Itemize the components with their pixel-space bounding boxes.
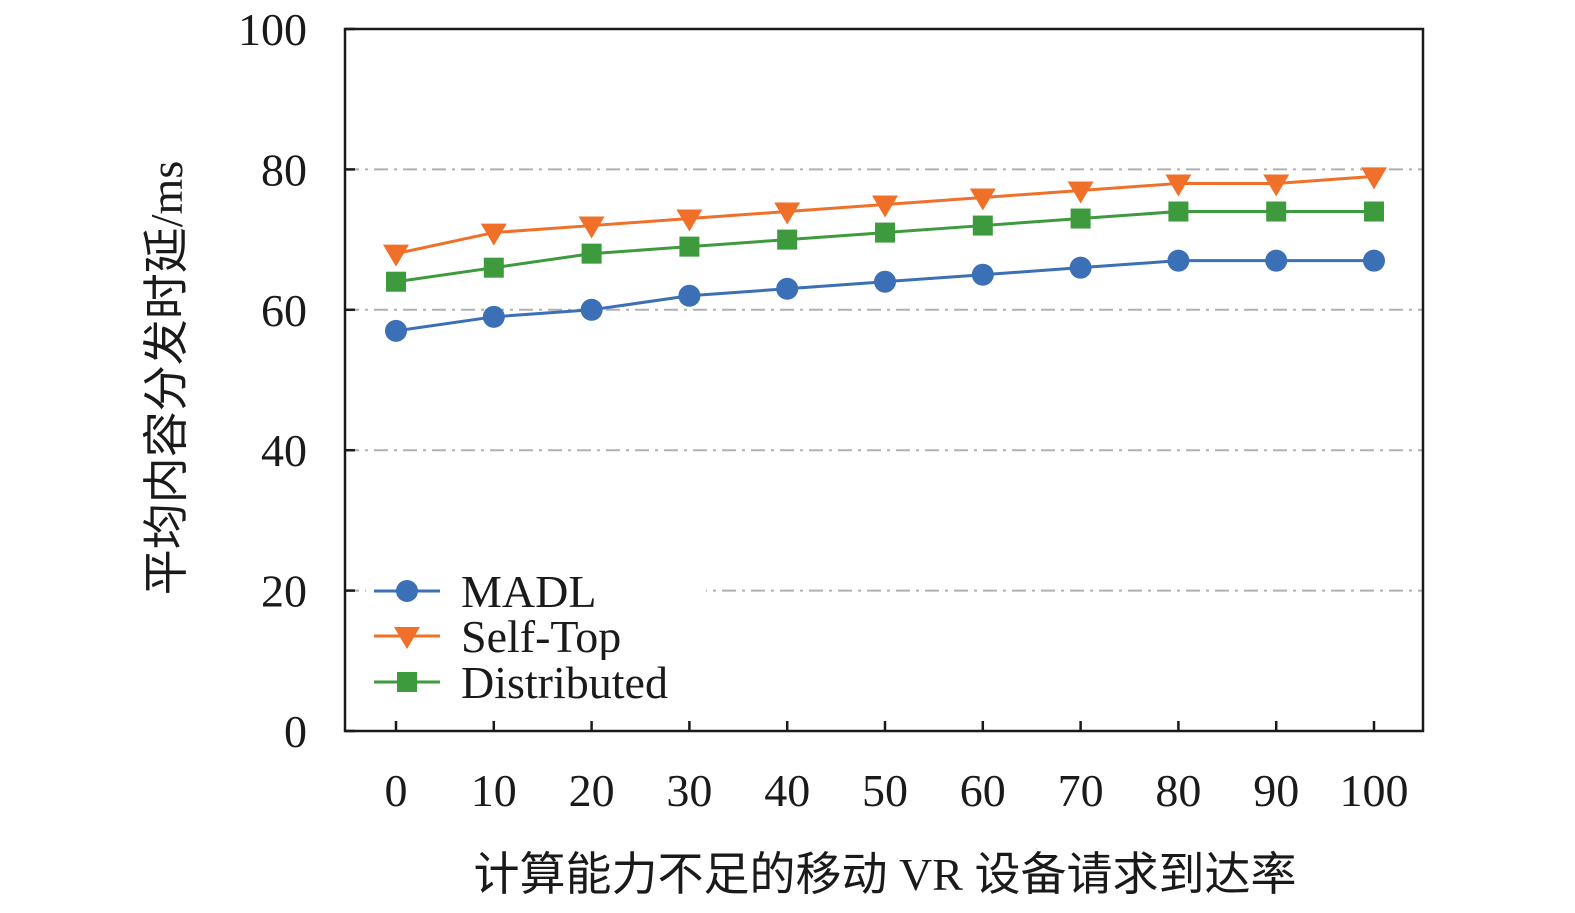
legend-label-self-top: Self-Top bbox=[461, 611, 621, 662]
y-tick-label-2: 40 bbox=[261, 425, 307, 476]
data-point-self-top-5 bbox=[872, 195, 898, 218]
legend-marker-madl bbox=[396, 580, 418, 602]
data-point-madl-6 bbox=[971, 263, 994, 286]
data-point-distributed-5 bbox=[875, 222, 895, 243]
data-point-madl-3 bbox=[678, 284, 701, 307]
series-self-top bbox=[383, 167, 1387, 267]
x-tick-label-7: 70 bbox=[1058, 765, 1104, 816]
data-point-distributed-10 bbox=[1364, 201, 1384, 222]
data-point-madl-9 bbox=[1265, 249, 1288, 272]
data-point-self-top-4 bbox=[774, 202, 801, 225]
data-point-self-top-8 bbox=[1165, 174, 1192, 197]
x-tick-label-4: 40 bbox=[764, 765, 810, 816]
series-madl bbox=[385, 249, 1385, 342]
data-point-distributed-3 bbox=[679, 236, 700, 257]
y-tick-label-1: 20 bbox=[261, 566, 307, 617]
series-distributed bbox=[386, 201, 1384, 292]
data-point-madl-1 bbox=[482, 305, 505, 328]
x-tick-label-10: 100 bbox=[1340, 765, 1409, 816]
x-tick-label-9: 90 bbox=[1253, 765, 1299, 816]
x-tick-label-3: 30 bbox=[666, 765, 712, 816]
x-tick-label-1: 10 bbox=[471, 765, 517, 816]
y-tick-label-3: 60 bbox=[261, 285, 307, 336]
legend-marker-distributed bbox=[397, 672, 417, 692]
y-axis-title: 平均内容分发时延/ms bbox=[141, 161, 192, 595]
axis-ticks: 0 20 40 60 80 100 0 10 20 30 40 50 60 70 80 90 100 bbox=[238, 4, 1409, 816]
data-point-self-top-0 bbox=[383, 244, 409, 267]
data-point-madl-4 bbox=[776, 277, 799, 300]
legend-label-madl: MADL bbox=[461, 566, 596, 617]
x-tick-label-2: 20 bbox=[569, 765, 615, 816]
data-point-self-top-3 bbox=[676, 209, 703, 232]
data-point-madl-10 bbox=[1363, 249, 1385, 272]
x-tick-label-5: 50 bbox=[862, 765, 908, 816]
x-tick-label-6: 60 bbox=[960, 765, 1006, 816]
legend-item-madl: MADL bbox=[366, 566, 706, 617]
data-point-madl-0 bbox=[385, 319, 407, 342]
data-point-distributed-4 bbox=[777, 229, 798, 250]
x-axis-title: 计算能力不足的移动 VR 设备请求到达率 bbox=[474, 849, 1297, 900]
y-tick-label-5: 100 bbox=[238, 4, 307, 55]
series-lines bbox=[383, 167, 1387, 342]
y-tick-label-4: 80 bbox=[261, 144, 307, 195]
legend-marker-self-top bbox=[394, 627, 420, 649]
data-point-madl-5 bbox=[874, 270, 896, 293]
legend-label-distributed: Distributed bbox=[461, 657, 668, 708]
data-point-self-top-7 bbox=[1067, 181, 1094, 204]
data-point-distributed-2 bbox=[581, 243, 602, 264]
y-tick-label-0: 0 bbox=[284, 706, 307, 757]
x-tick-label-0: 0 bbox=[385, 765, 408, 816]
data-point-distributed-8 bbox=[1168, 201, 1189, 222]
data-point-self-top-9 bbox=[1263, 174, 1290, 197]
data-point-madl-7 bbox=[1069, 256, 1092, 279]
legend-item-distributed: Distributed bbox=[366, 657, 706, 708]
data-point-self-top-1 bbox=[480, 223, 507, 246]
legend-item-self-top: Self-Top bbox=[366, 611, 706, 662]
data-point-madl-2 bbox=[580, 298, 603, 321]
data-point-distributed-1 bbox=[483, 257, 504, 278]
data-point-self-top-6 bbox=[969, 188, 996, 211]
data-point-distributed-0 bbox=[386, 271, 406, 292]
data-point-distributed-6 bbox=[972, 215, 993, 236]
data-point-madl-8 bbox=[1167, 249, 1190, 272]
data-point-distributed-7 bbox=[1070, 208, 1091, 229]
data-point-self-top-10 bbox=[1361, 167, 1387, 190]
data-point-distributed-9 bbox=[1266, 201, 1287, 222]
x-tick-label-8: 80 bbox=[1155, 765, 1201, 816]
data-point-self-top-2 bbox=[578, 216, 605, 239]
